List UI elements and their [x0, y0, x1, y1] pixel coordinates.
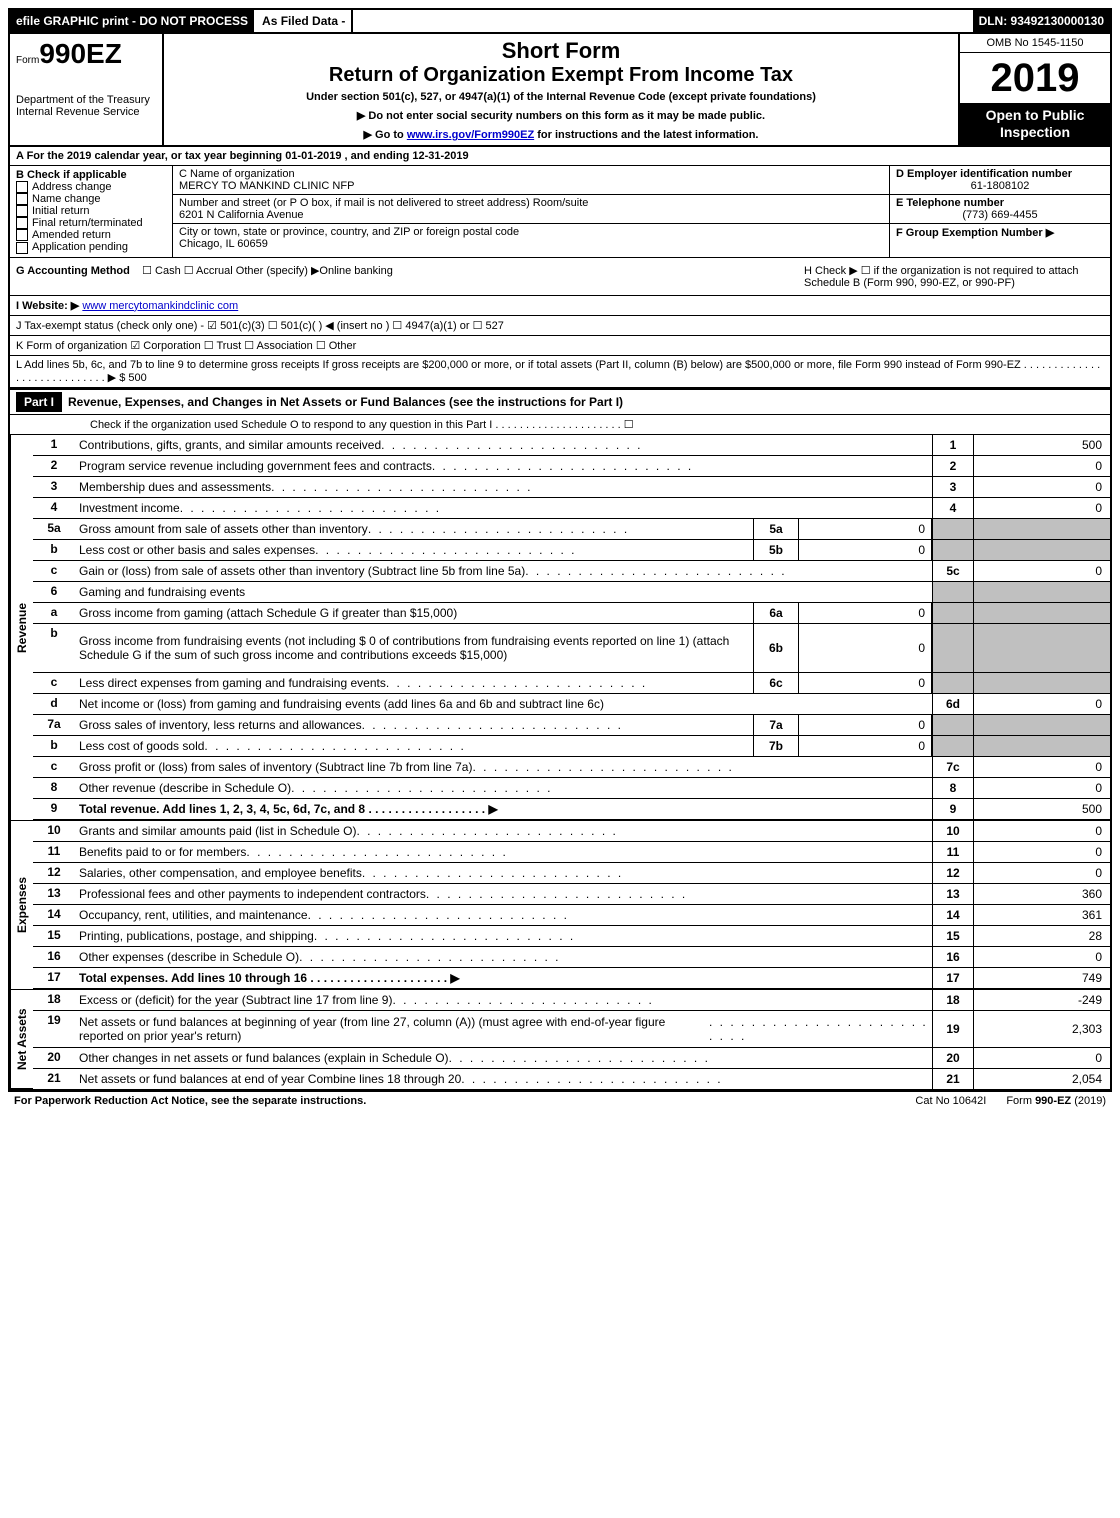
- street-label: Number and street (or P O box, if mail i…: [179, 197, 883, 209]
- expenses-section: Expenses 10Grants and similar amounts pa…: [10, 821, 1110, 990]
- checkbox-amended-return[interactable]: [16, 229, 28, 241]
- checkbox-application-pending[interactable]: [16, 242, 28, 254]
- part-1-check: Check if the organization used Schedule …: [10, 415, 1110, 435]
- box-def: D Employer identification number 61-1808…: [889, 166, 1110, 257]
- checkbox-name-change[interactable]: [16, 193, 28, 205]
- website-link[interactable]: www mercytomankindclinic com: [82, 300, 238, 312]
- box-h: H Check ▶ ☐ if the organization is not r…: [798, 258, 1110, 295]
- instruction-1: ▶ Do not enter social security numbers o…: [174, 109, 948, 122]
- line-k: K Form of organization ☑ Corporation ☐ T…: [10, 336, 1110, 356]
- section-bcdef: B Check if applicable Address change Nam…: [10, 166, 1110, 258]
- expenses-side-label: Expenses: [10, 821, 33, 990]
- omb-number: OMB No 1545-1150: [960, 34, 1110, 53]
- section-gh: G Accounting Method ☐ Cash ☐ Accrual Oth…: [10, 258, 1110, 296]
- tel-value: (773) 669-4455: [896, 209, 1104, 221]
- city-value: Chicago, IL 60659: [179, 238, 883, 250]
- revenue-section: Revenue 1Contributions, gifts, grants, a…: [10, 435, 1110, 821]
- form-footer-label: Form 990-EZ (2019): [1006, 1095, 1106, 1107]
- ein-label: D Employer identification number: [896, 168, 1104, 180]
- box-b: B Check if applicable Address change Nam…: [10, 166, 173, 257]
- subtitle: Under section 501(c), 527, or 4947(a)(1)…: [174, 91, 948, 103]
- part-1-label: Part I: [16, 392, 62, 412]
- net-assets-section: Net Assets 18Excess or (deficit) for the…: [10, 990, 1110, 1089]
- part-1-title: Revenue, Expenses, and Changes in Net As…: [68, 395, 623, 409]
- form-990ez: efile GRAPHIC print - DO NOT PROCESS As …: [8, 8, 1112, 1091]
- header-center: Short Form Return of Organization Exempt…: [164, 34, 958, 145]
- cat-no: Cat No 10642I: [915, 1095, 986, 1107]
- group-exemption-label: F Group Exemption Number ▶: [896, 226, 1104, 239]
- org-name-label: C Name of organization: [179, 168, 883, 180]
- line-a: A For the 2019 calendar year, or tax yea…: [10, 147, 1110, 166]
- efile-label: efile GRAPHIC print - DO NOT PROCESS: [10, 10, 254, 32]
- city-label: City or town, state or province, country…: [179, 226, 883, 238]
- form-header: Form990EZ Department of the Treasury Int…: [10, 34, 1110, 147]
- line-i: I Website: ▶ www mercytomankindclinic co…: [10, 296, 1110, 316]
- checkbox-final-return[interactable]: [16, 217, 28, 229]
- revenue-side-label: Revenue: [10, 435, 33, 821]
- part-1-header: Part I Revenue, Expenses, and Changes in…: [10, 388, 1110, 415]
- irs-link[interactable]: www.irs.gov/Form990EZ: [407, 129, 534, 141]
- checkbox-address-change[interactable]: [16, 181, 28, 193]
- checkbox-initial-return[interactable]: [16, 205, 28, 217]
- page-footer: For Paperwork Reduction Act Notice, see …: [8, 1091, 1112, 1110]
- box-g: G Accounting Method ☐ Cash ☐ Accrual Oth…: [10, 258, 798, 295]
- inspection-label: Open to Public Inspection: [960, 103, 1110, 145]
- org-name: MERCY TO MANKIND CLINIC NFP: [179, 180, 883, 192]
- street-value: 6201 N California Avenue: [179, 209, 883, 221]
- ein-value: 61-1808102: [896, 180, 1104, 192]
- box-b-title: B Check if applicable: [16, 169, 166, 181]
- irs-label: Internal Revenue Service: [16, 106, 156, 118]
- tel-label: E Telephone number: [896, 197, 1104, 209]
- asfiled-label: As Filed Data -: [254, 10, 353, 32]
- box-c: C Name of organization MERCY TO MANKIND …: [173, 166, 889, 257]
- short-form-title: Short Form: [174, 38, 948, 64]
- line-j: J Tax-exempt status (check only one) - ☑…: [10, 316, 1110, 336]
- dln-label: DLN: 93492130000130: [973, 10, 1110, 32]
- dept-label: Department of the Treasury: [16, 94, 156, 106]
- net-assets-side-label: Net Assets: [10, 990, 33, 1089]
- paperwork-notice: For Paperwork Reduction Act Notice, see …: [14, 1095, 895, 1107]
- form-prefix: Form: [16, 55, 39, 66]
- top-bar: efile GRAPHIC print - DO NOT PROCESS As …: [10, 10, 1110, 34]
- tax-year: 2019: [960, 53, 1110, 103]
- form-number: 990EZ: [39, 38, 122, 69]
- instruction-2: ▶ Go to www.irs.gov/Form990EZ for instru…: [174, 128, 948, 141]
- header-right: OMB No 1545-1150 2019 Open to Public Ins…: [958, 34, 1110, 145]
- line-l: L Add lines 5b, 6c, and 7b to line 9 to …: [10, 356, 1110, 388]
- header-left: Form990EZ Department of the Treasury Int…: [10, 34, 164, 145]
- main-title: Return of Organization Exempt From Incom…: [174, 64, 948, 87]
